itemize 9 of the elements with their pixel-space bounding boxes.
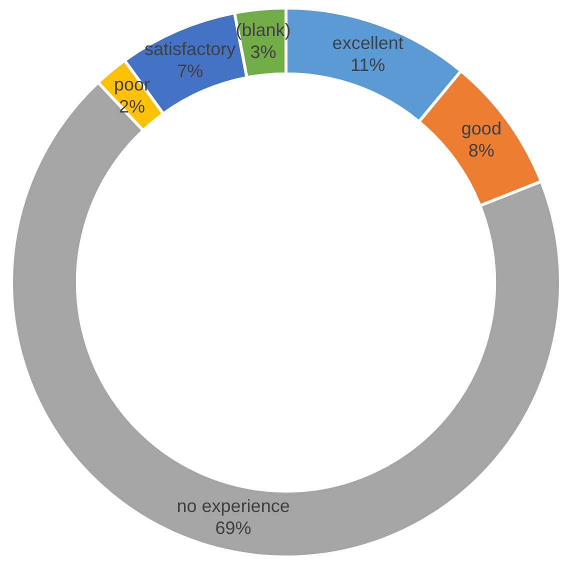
data-label: 8% [468, 140, 494, 160]
data-label: 7% [177, 60, 204, 81]
slice-label: good [461, 118, 502, 138]
slice-label: satisfactory [144, 38, 236, 59]
slice-label: excellent [332, 33, 404, 54]
slice-label: no experience [176, 496, 290, 516]
data-label: 69% [215, 518, 252, 538]
data-label: 11% [350, 55, 386, 76]
data-label: 3% [250, 42, 276, 62]
